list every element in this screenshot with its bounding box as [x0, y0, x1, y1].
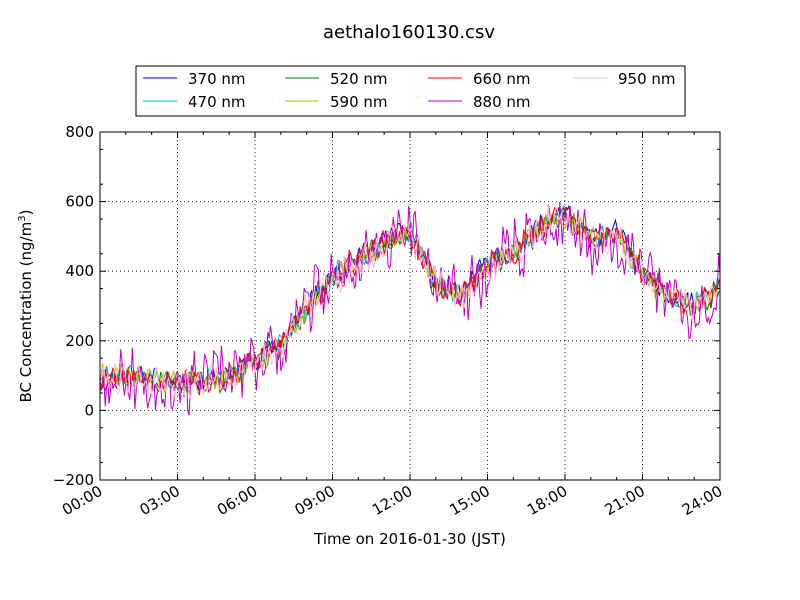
y-axis-label: BC Concentration (ng/m3) [17, 210, 35, 403]
grid [100, 132, 720, 480]
y-tick-label: 0 [84, 401, 94, 419]
x-tick-label: 18:00 [524, 482, 570, 519]
y-axis-label-main: BC Concentration (ng/m [17, 222, 35, 403]
legend-label: 880 nm [473, 93, 531, 111]
x-tick-label: 21:00 [602, 482, 648, 519]
x-tick-label: 06:00 [214, 482, 260, 519]
y-tick-label: 400 [65, 262, 94, 280]
y-tick-label: 200 [65, 332, 94, 350]
legend-box [135, 65, 686, 117]
y-tick-label: 800 [65, 123, 94, 141]
legend-label: 590 nm [330, 93, 388, 111]
series-line-950-nm [99, 204, 721, 399]
x-tick-label: 12:00 [369, 482, 415, 519]
x-tick-label: 09:00 [292, 482, 338, 519]
y-axis-label-suffix: ) [17, 210, 35, 216]
chart-title: aethalo160130.csv [323, 22, 495, 43]
x-tick-label: 24:00 [679, 482, 725, 519]
legend-label: 950 nm [618, 70, 676, 88]
y-tick-label: 600 [65, 193, 94, 211]
x-tick-label: 15:00 [447, 482, 493, 519]
legend-label: 370 nm [188, 70, 246, 88]
series-line-880-nm [99, 201, 721, 416]
x-tick-label: 03:00 [137, 482, 183, 519]
legend-label: 470 nm [188, 93, 246, 111]
series-layer [99, 201, 721, 416]
plot-area: 00:00 03:00 06:00 09:00 12:00 15:00 18:00 21:00… [53, 123, 726, 519]
x-axis-label: Time on 2016-01-30 (JST) [313, 530, 506, 548]
legend-label: 660 nm [473, 70, 531, 88]
legend: 370 nm 470 nm 520 nm 590 nm 660 nm 880 nm 950 … [135, 65, 686, 117]
legend-label: 520 nm [330, 70, 388, 88]
y-axis-label-superscript: 3 [17, 215, 28, 221]
y-tick-label: −200 [53, 471, 94, 489]
ticks: 00:00 03:00 06:00 09:00 12:00 15:00 18:00 21:00… [53, 123, 726, 519]
